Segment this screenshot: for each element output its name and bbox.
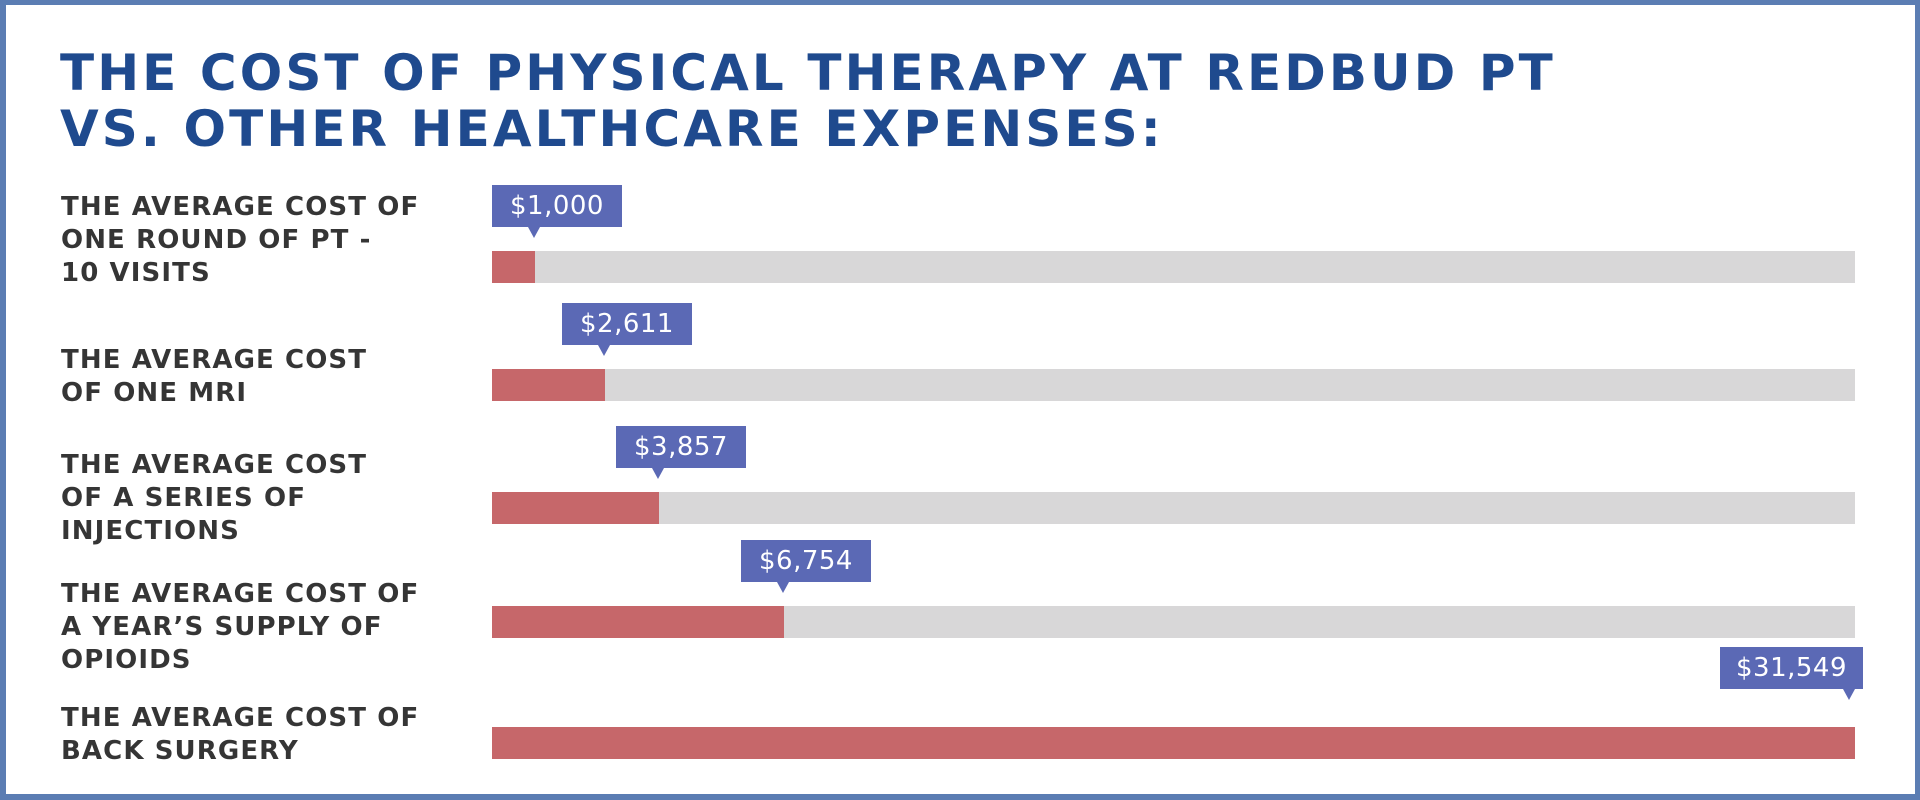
category-label-line: THE AVERAGE COST OF <box>61 579 420 609</box>
category-label: THE AVERAGE COST OF ONE ROUND OF PT -10 V… <box>61 191 419 290</box>
category-label-line: THE AVERAGE COST OF <box>61 703 420 733</box>
category-label: THE AVERAGE COST OF ONE MRI <box>61 344 367 410</box>
bar <box>492 251 535 283</box>
bar-track <box>492 251 1855 283</box>
category-label-line: OF A SERIES OF <box>61 483 307 513</box>
category-label: THE AVERAGE COST OF A SERIES OF INJECTIONS <box>61 449 367 548</box>
bar <box>492 727 1855 759</box>
category-label-line: A YEAR’S SUPPLY OF <box>61 612 383 642</box>
bar-track <box>492 369 1855 401</box>
category-label: THE AVERAGE COST OF A YEAR’S SUPPLY OF OPI… <box>61 578 419 677</box>
category-label-line: 10 VISITS <box>61 258 211 288</box>
category-label-line: OPIOIDS <box>61 645 192 675</box>
category-label-line: BACK SURGERY <box>61 736 299 766</box>
data-label: $1,000 <box>492 185 622 238</box>
bar-track <box>492 727 1855 759</box>
bar <box>492 606 784 638</box>
data-label: $3,857 <box>616 426 746 479</box>
bar-track <box>492 492 1855 524</box>
category-label: THE AVERAGE COST OF BACK SURGERY <box>61 702 419 768</box>
category-label-line: THE AVERAGE COST <box>61 450 368 480</box>
data-label: $2,611 <box>562 303 692 356</box>
chart-title-line-1: THE COST OF PHYSICAL THERAPY AT REDBUD P… <box>60 44 1556 102</box>
category-label-line: THE AVERAGE COST <box>61 345 368 375</box>
category-label-line: OF ONE MRI <box>61 378 248 408</box>
data-label: $31,549 <box>1720 647 1863 700</box>
category-label-line: THE AVERAGE COST OF <box>61 192 420 222</box>
chart-title-line-2: VS. OTHER HEALTHCARE EXPENSES: <box>60 100 1164 158</box>
bar <box>492 369 605 401</box>
bar-track <box>492 606 1855 638</box>
category-label-line: ONE ROUND OF PT - <box>61 225 372 255</box>
chart-title: THE COST OF PHYSICAL THERAPY AT REDBUD P… <box>60 45 1556 157</box>
bar <box>492 492 659 524</box>
category-label-line: INJECTIONS <box>61 516 240 546</box>
data-label: $6,754 <box>741 540 871 593</box>
